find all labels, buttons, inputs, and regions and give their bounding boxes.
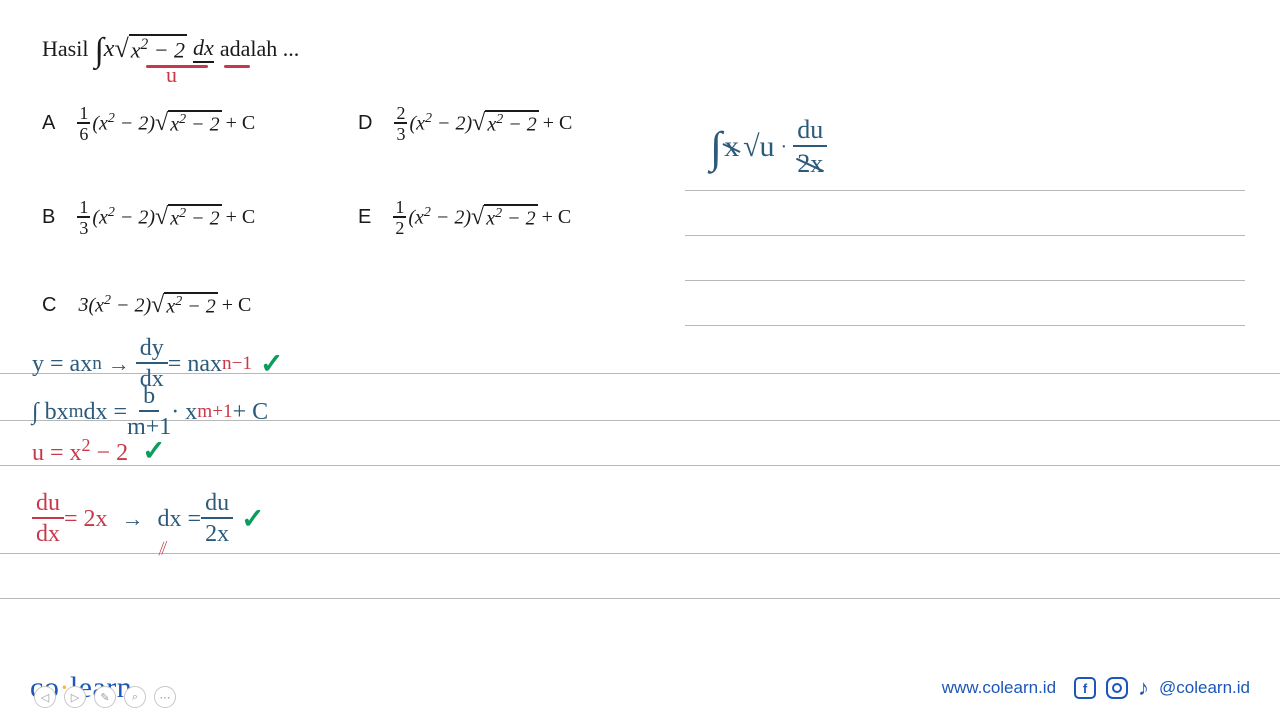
- integral-sign: ∫: [94, 32, 103, 70]
- play-button[interactable]: ▷: [64, 686, 86, 708]
- option-a-label: A: [42, 112, 55, 135]
- footer-url: www.colearn.id: [942, 678, 1056, 698]
- integrand-x: x: [104, 36, 115, 63]
- social-handle: @colearn.id: [1159, 678, 1250, 698]
- dx: dx: [193, 35, 214, 63]
- option-c-label: C: [42, 294, 56, 317]
- player-controls: ◁ ▷ ✎ ⌕ ⋯: [34, 686, 176, 708]
- ruled-line: [685, 280, 1245, 281]
- page: Hasil ∫ x √ x2 − 2 dx adalah ... u A 16 …: [0, 0, 1280, 720]
- question-suffix: adalah ...: [220, 36, 299, 62]
- ruled-line: [0, 598, 1280, 599]
- option-c: C 3 (x2 − 2) √x2 − 2 + C: [42, 292, 251, 319]
- facebook-icon[interactable]: f: [1074, 677, 1096, 699]
- red-underline-1: [146, 65, 208, 68]
- footer: co·learn www.colearn.id f ♪ @colearn.id: [0, 656, 1280, 720]
- option-e: E 12 (x2 − 2) √x2 − 2 + C: [358, 198, 571, 237]
- check-icon: ✓: [260, 347, 283, 381]
- more-button[interactable]: ⋯: [154, 686, 176, 708]
- handwriting-line-4: dudx = 2x → dx = du2x ✓: [32, 490, 265, 548]
- ruled-line: [0, 553, 1280, 554]
- social-icons: f ♪ @colearn.id: [1074, 675, 1250, 701]
- option-e-label: E: [358, 206, 371, 229]
- tiktok-icon[interactable]: ♪: [1138, 675, 1149, 701]
- u-annotation: u: [166, 62, 177, 88]
- option-d: D 23 (x2 − 2) √x2 − 2 + C: [358, 104, 572, 143]
- ruled-line: [0, 465, 1280, 466]
- check-icon: ✓: [241, 502, 264, 536]
- ruled-line: [685, 235, 1245, 236]
- option-b-label: B: [42, 206, 55, 229]
- footer-right: www.colearn.id f ♪ @colearn.id: [942, 675, 1250, 701]
- ruled-line: [685, 190, 1245, 191]
- option-b: B 13 (x2 − 2) √x2 − 2 + C: [42, 198, 255, 237]
- handwriting-line-3: u = x2 − 2 ✓: [32, 434, 166, 468]
- handwriting-line-2: ∫ bxm dx = bm+1 · xm+1 + C: [32, 383, 268, 441]
- ruled-line: [685, 325, 1245, 326]
- prev-button[interactable]: ◁: [34, 686, 56, 708]
- option-a: A 16 (x2 − 2) √x2 − 2 + C: [42, 104, 255, 143]
- right-work: ∫ x √u · du2x: [710, 115, 827, 179]
- red-underline-2: [224, 65, 250, 68]
- option-d-label: D: [358, 112, 372, 135]
- check-icon: ✓: [142, 436, 165, 467]
- sqrt: √ x2 − 2: [114, 34, 187, 64]
- edit-button[interactable]: ✎: [94, 686, 116, 708]
- question-prefix: Hasil: [42, 36, 88, 62]
- search-button[interactable]: ⌕: [124, 686, 146, 708]
- instagram-icon[interactable]: [1106, 677, 1128, 699]
